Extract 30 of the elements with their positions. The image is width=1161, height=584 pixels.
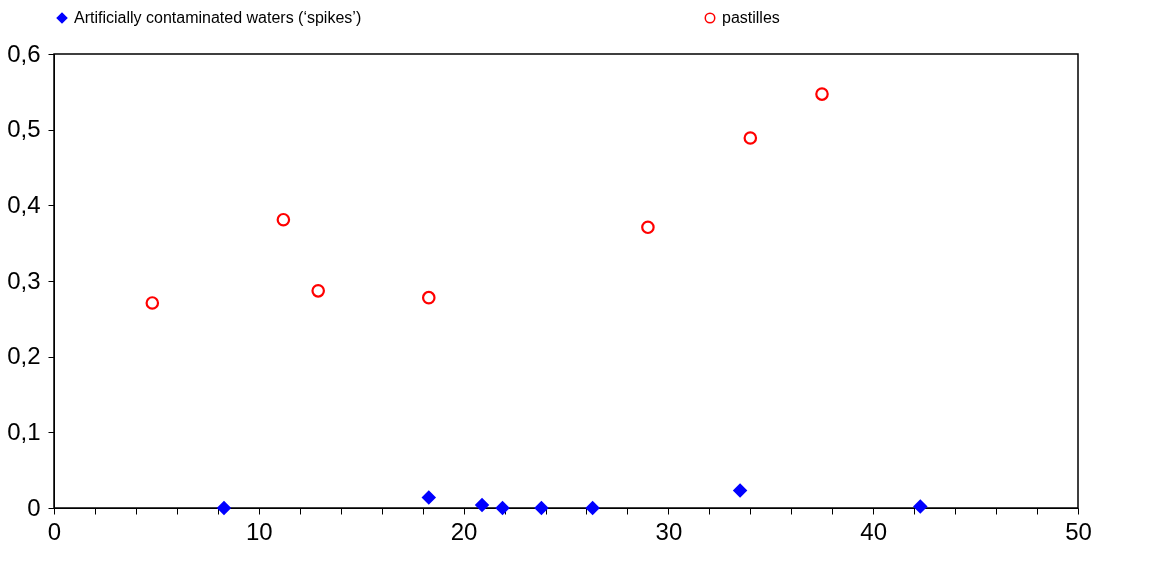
point [585, 501, 600, 515]
point [145, 296, 160, 310]
y-tick-label: 0,6 [7, 39, 41, 67]
y-tick-label: 0 [27, 493, 41, 521]
point [421, 290, 436, 305]
point [743, 131, 758, 145]
x-tick-label: 30 [655, 517, 683, 545]
point [217, 501, 231, 515]
y-tick-label: 0,5 [7, 115, 41, 143]
y-tick-label: 0,3 [7, 266, 41, 294]
point [913, 499, 928, 514]
point [475, 498, 489, 512]
x-tick-label: 20 [450, 517, 478, 545]
x-tick-label: 50 [1065, 517, 1092, 545]
x-tick-label: 0 [47, 517, 62, 545]
y-tick-label: 0,4 [7, 190, 41, 218]
point [311, 284, 325, 298]
point [815, 87, 829, 101]
point [733, 483, 747, 498]
x-tick-label: 40 [860, 517, 888, 545]
point [641, 220, 655, 235]
point [495, 501, 510, 515]
legend-label: Artificially contaminated waters (‘spikes’) [74, 9, 362, 26]
point [534, 501, 549, 515]
y-tick-label: 0,2 [7, 342, 41, 370]
y-tick-label: 0,1 [7, 417, 41, 445]
point [421, 490, 436, 505]
legend-label: pastilles [722, 9, 780, 26]
x-tick-label: 10 [245, 517, 273, 545]
point [276, 212, 291, 227]
